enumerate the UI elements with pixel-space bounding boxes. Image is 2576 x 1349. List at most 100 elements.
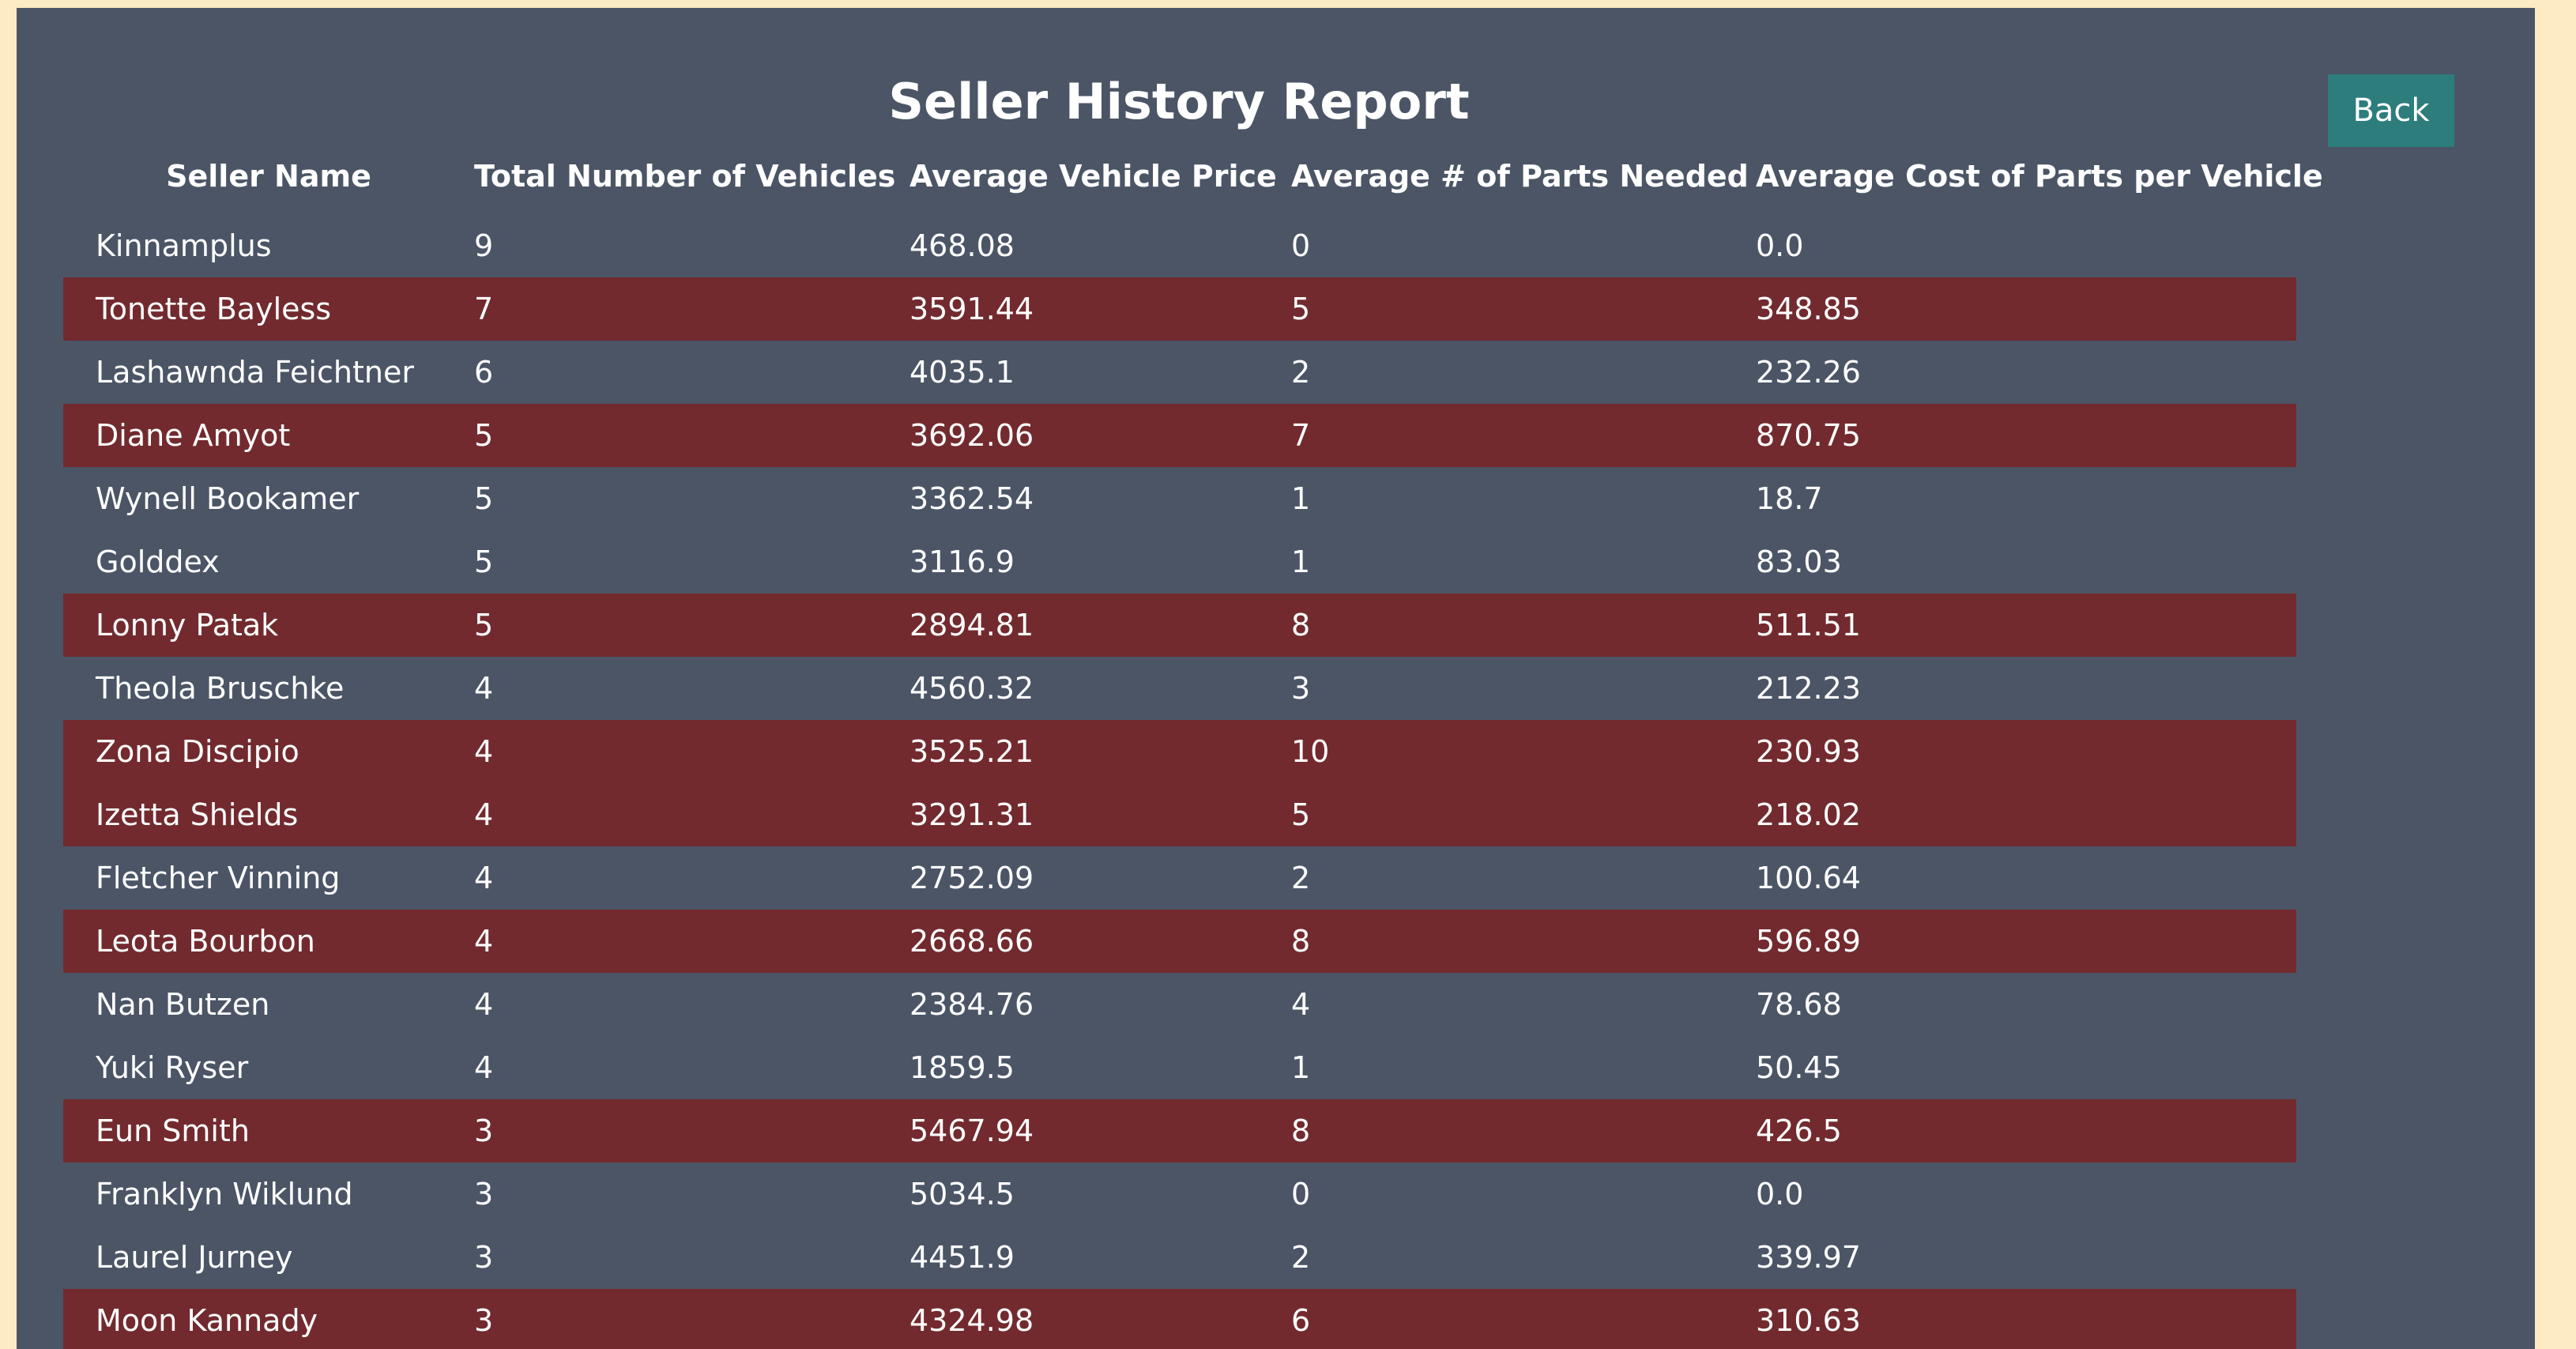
average-price-cell: 3591.44 — [910, 277, 1291, 341]
seller-name-cell: Franklyn Wiklund — [96, 1177, 353, 1211]
average-parts-cost-cell: 232.26 — [1756, 355, 1861, 390]
table-row: Yuki Ryser 4 1859.5 1 50.45 — [63, 1036, 2296, 1099]
average-parts-cell: 0 — [1291, 228, 1311, 263]
total-vehicles-cell: 5 — [474, 404, 910, 467]
seller-name-cell: Wynell Bookamer — [96, 481, 360, 516]
average-parts-cost-cell: 0.0 — [1756, 1177, 1804, 1211]
seller-name-cell: Nan Butzen — [96, 987, 270, 1022]
header-average-parts-needed: Average # of Parts Needed — [1291, 158, 1749, 194]
total-vehicles-cell: 4 — [474, 720, 910, 783]
seller-name-cell: Eun Smith — [63, 1099, 474, 1162]
average-price-cell: 4035.1 — [910, 355, 1015, 390]
seller-name-cell: Tonette Bayless — [63, 277, 474, 341]
table-row: Golddex 5 3116.9 1 83.03 — [63, 530, 2296, 593]
average-parts-cell: 8 — [1291, 910, 1756, 973]
average-price-cell: 2384.76 — [910, 987, 1034, 1022]
table-row: Nan Butzen 4 2384.76 4 78.68 — [63, 973, 2296, 1036]
average-parts-cost-cell: 0.0 — [1756, 228, 1804, 263]
total-vehicles-cell: 6 — [474, 355, 494, 390]
total-vehicles-cell: 4 — [474, 861, 494, 895]
seller-name-cell: Diane Amyot — [63, 404, 474, 467]
average-price-cell: 468.08 — [910, 228, 1015, 263]
average-parts-cell: 0 — [1291, 1177, 1311, 1211]
average-parts-cost-cell: 18.7 — [1756, 481, 1823, 516]
average-price-cell: 1859.5 — [910, 1050, 1015, 1085]
average-parts-cost-cell: 218.02 — [1756, 783, 2296, 846]
table-row: Franklyn Wiklund 3 5034.5 0 0.0 — [63, 1162, 2296, 1226]
seller-name-cell: Moon Kannady — [63, 1289, 474, 1349]
average-parts-cost-cell: 870.75 — [1756, 404, 2296, 467]
average-parts-cost-cell: 230.93 — [1756, 720, 2296, 783]
total-vehicles-cell: 3 — [474, 1099, 910, 1162]
table-row: Leota Bourbon 4 2668.66 8 596.89 — [63, 910, 2296, 973]
table-body: Kinnamplus 9 468.08 0 0.0 Tonette Bayless 7 359… — [63, 214, 2296, 1349]
average-parts-cell: 2 — [1291, 1240, 1311, 1275]
average-parts-cell: 8 — [1291, 593, 1756, 657]
average-parts-cost-cell: 596.89 — [1756, 910, 2296, 973]
seller-name-cell: Lonny Patak — [63, 593, 474, 657]
header-total-vehicles: Total Number of Vehicles — [474, 158, 896, 194]
back-button[interactable]: Back — [2328, 74, 2454, 147]
average-parts-cost-cell: 83.03 — [1756, 544, 1842, 579]
average-price-cell: 4451.9 — [910, 1240, 1015, 1275]
total-vehicles-cell: 3 — [474, 1177, 494, 1211]
total-vehicles-cell: 5 — [474, 544, 494, 579]
average-price-cell: 3362.54 — [910, 481, 1034, 516]
seller-name-cell: Golddex — [96, 544, 220, 579]
seller-name-cell: Izetta Shields — [63, 783, 474, 846]
header-average-parts-cost: Average Cost of Parts per Vehicle — [1756, 158, 2323, 194]
average-parts-cost-cell: 348.85 — [1756, 277, 2296, 341]
total-vehicles-cell: 3 — [474, 1289, 910, 1349]
average-parts-cost-cell: 212.23 — [1756, 671, 1861, 706]
table-row: Tonette Bayless 7 3591.44 5 348.85 — [63, 277, 2296, 341]
seller-name-cell: Theola Bruschke — [96, 671, 345, 706]
average-price-cell: 3291.31 — [910, 783, 1291, 846]
average-parts-cost-cell: 100.64 — [1756, 861, 1861, 895]
table-row: Wynell Bookamer 5 3362.54 1 18.7 — [63, 467, 2296, 530]
average-price-cell: 3116.9 — [910, 544, 1015, 579]
table-row: Lonny Patak 5 2894.81 8 511.51 — [63, 593, 2296, 657]
average-parts-cell: 1 — [1291, 544, 1311, 579]
header-seller-name: Seller Name — [166, 158, 371, 194]
average-parts-cost-cell: 426.5 — [1756, 1099, 2296, 1162]
seller-name-cell: Kinnamplus — [96, 228, 272, 263]
average-price-cell: 2668.66 — [910, 910, 1291, 973]
average-parts-cell: 7 — [1291, 404, 1756, 467]
average-parts-cell: 2 — [1291, 355, 1311, 390]
total-vehicles-cell: 3 — [474, 1240, 494, 1275]
seller-history-table: Seller Name Total Number of Vehicles Ave… — [63, 142, 2323, 1349]
table-row: Eun Smith 3 5467.94 8 426.5 — [63, 1099, 2296, 1162]
average-parts-cost-cell: 339.97 — [1756, 1240, 1861, 1275]
table-row: Kinnamplus 9 468.08 0 0.0 — [63, 214, 2296, 277]
table-row: Theola Bruschke 4 4560.32 3 212.23 — [63, 657, 2296, 720]
average-price-cell: 3692.06 — [910, 404, 1291, 467]
total-vehicles-cell: 4 — [474, 671, 494, 706]
average-parts-cost-cell: 78.68 — [1756, 987, 1842, 1022]
average-parts-cost-cell: 310.63 — [1756, 1289, 2296, 1349]
total-vehicles-cell: 4 — [474, 987, 494, 1022]
report-panel: Seller History Report Back Seller Name T… — [17, 8, 2535, 1349]
table-row: Lashawnda Feichtner 6 4035.1 2 232.26 — [63, 341, 2296, 404]
average-price-cell: 3525.21 — [910, 720, 1291, 783]
average-price-cell: 4560.32 — [910, 671, 1034, 706]
header-average-vehicle-price: Average Vehicle Price — [910, 158, 1277, 194]
average-parts-cost-cell: 50.45 — [1756, 1050, 1842, 1085]
average-parts-cell: 5 — [1291, 783, 1756, 846]
seller-name-cell: Laurel Jurney — [96, 1240, 293, 1275]
average-price-cell: 5034.5 — [910, 1177, 1015, 1211]
total-vehicles-cell: 9 — [474, 228, 494, 263]
average-parts-cell: 3 — [1291, 671, 1311, 706]
seller-name-cell: Lashawnda Feichtner — [96, 355, 414, 390]
seller-name-cell: Yuki Ryser — [96, 1050, 249, 1085]
average-price-cell: 2894.81 — [910, 593, 1291, 657]
table-row: Izetta Shields 4 3291.31 5 218.02 — [63, 783, 2296, 846]
average-parts-cell: 2 — [1291, 861, 1311, 895]
total-vehicles-cell: 5 — [474, 481, 494, 516]
total-vehicles-cell: 4 — [474, 783, 910, 846]
average-price-cell: 4324.98 — [910, 1289, 1291, 1349]
average-parts-cell: 4 — [1291, 987, 1311, 1022]
average-price-cell: 5467.94 — [910, 1099, 1291, 1162]
average-price-cell: 2752.09 — [910, 861, 1034, 895]
total-vehicles-cell: 4 — [474, 1050, 494, 1085]
average-parts-cost-cell: 511.51 — [1756, 593, 2296, 657]
